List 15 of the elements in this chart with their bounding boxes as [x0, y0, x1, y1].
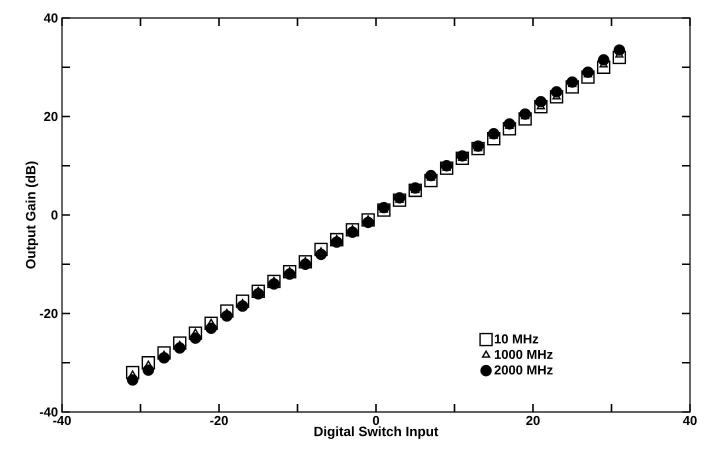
y-tick-label: -20 — [40, 308, 58, 318]
y-tick-label: -40 — [40, 407, 58, 417]
x-tick-label: -20 — [210, 416, 228, 426]
x-tick-label: -40 — [53, 416, 71, 426]
legend-label: 1000 MHz — [494, 350, 553, 360]
legend-label: 2000 MHz — [494, 365, 553, 375]
x-tick-label: 40 — [683, 416, 697, 426]
y-tick-label: 0 — [51, 210, 58, 220]
x-tick-label: 0 — [372, 416, 380, 426]
x-axis-title: Digital Switch Input — [314, 426, 438, 439]
legend-label: 10 MHz — [494, 334, 538, 344]
y-tick-label: 20 — [44, 112, 58, 122]
y-axis-title: Output Gain (dB) — [26, 162, 38, 269]
y-tick-label: 40 — [44, 13, 58, 23]
x-tick-label: 20 — [526, 416, 540, 426]
